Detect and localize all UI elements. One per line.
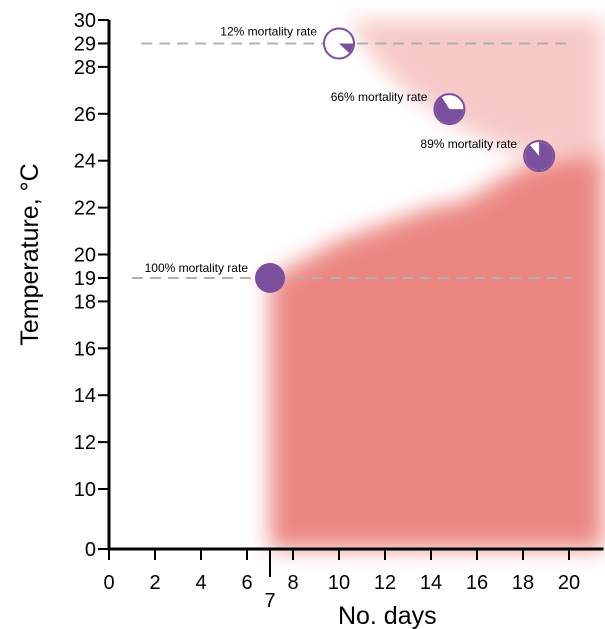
x-tick-label: 16: [466, 572, 488, 594]
x-tick-label: 4: [195, 572, 206, 594]
mortality-marker: [323, 27, 355, 60]
y-tick-label: 28: [74, 57, 96, 79]
y-tick-label: 0: [85, 539, 96, 561]
y-tick-label: 10: [74, 479, 96, 501]
y-tick-label: 16: [74, 338, 96, 360]
mortality-marker: [523, 140, 556, 173]
marker-wedge: [435, 97, 464, 124]
mortality-marker: [255, 262, 285, 293]
y-tick-label: 19: [74, 268, 96, 290]
mortality-label: 89% mortality rate: [420, 137, 517, 151]
y-tick-label: 22: [74, 198, 96, 220]
axes: [107, 20, 604, 551]
y-tick-label: 29: [74, 33, 96, 55]
mortality-label: 12% mortality rate: [220, 24, 317, 38]
marker-wedge: [525, 142, 554, 171]
annotations: 100% mortality rate 12% mortality rate 66%…: [145, 24, 518, 275]
x-tick-label: 14: [420, 572, 442, 594]
x-tick-label: 2: [149, 572, 160, 594]
marker-wedge: [339, 43, 354, 54]
x-extra-tick-label: 7: [264, 590, 275, 612]
y-tick-label: 14: [74, 385, 96, 407]
y-tick-label: 30: [74, 10, 96, 32]
y-tick-label: 20: [74, 245, 96, 267]
x-tick-label: 8: [287, 572, 298, 594]
y-axis-title: Temperature, °C: [16, 163, 44, 345]
y-tick-label: 26: [74, 104, 96, 126]
region-shape: [270, 156, 604, 549]
mortality-label: 66% mortality rate: [331, 90, 428, 104]
reference-lines: [132, 42, 572, 279]
y-tick-label: 18: [74, 291, 96, 313]
x-tick-label: 12: [374, 572, 396, 594]
y-tick-label: 12: [74, 432, 96, 454]
x-tick-label: 10: [328, 572, 350, 594]
x-axis-title: No. days: [338, 602, 437, 629]
region-halo: [350, 20, 604, 161]
mortality-label: 100% mortality rate: [145, 261, 249, 275]
x-tick-label: 18: [512, 572, 534, 594]
x-tick-label: 6: [241, 572, 252, 594]
marker-fill: [255, 262, 285, 293]
mortality-marker: [433, 93, 466, 126]
lethal-region: [270, 20, 604, 549]
data-points: [255, 27, 556, 293]
y-tick-label: 24: [74, 151, 96, 173]
x-tick-label: 0: [103, 572, 114, 594]
x-tick-label: 20: [558, 572, 580, 594]
